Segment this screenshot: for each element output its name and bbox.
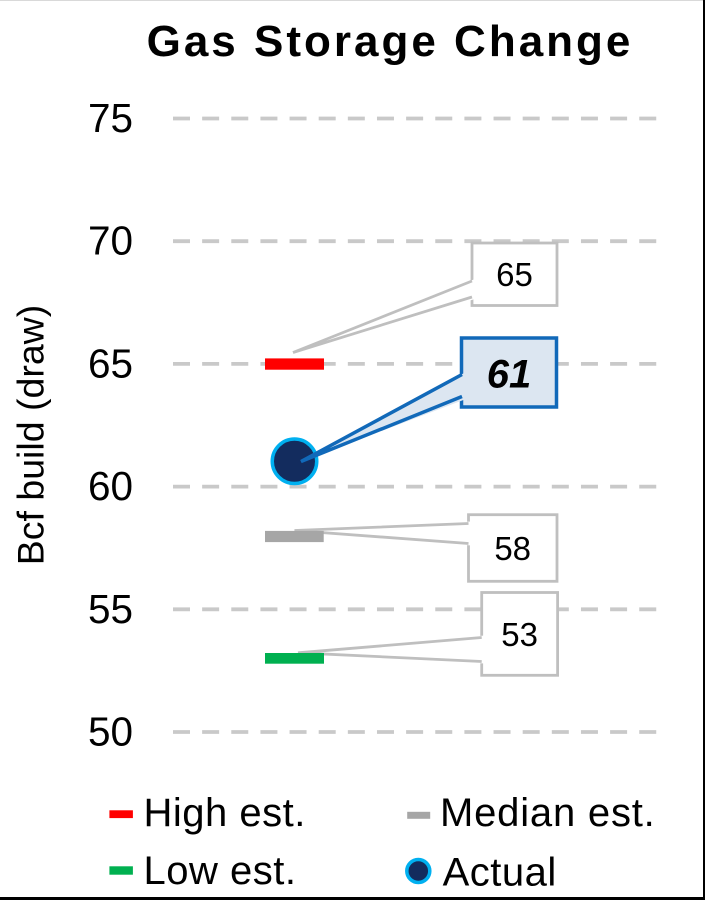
svg-text:53: 53 bbox=[501, 616, 538, 653]
svg-text:65: 65 bbox=[88, 340, 133, 386]
svg-text:Bcf build (draw): Bcf build (draw) bbox=[10, 305, 52, 566]
svg-text:High est.: High est. bbox=[144, 791, 306, 835]
svg-text:65: 65 bbox=[496, 256, 533, 293]
svg-text:61: 61 bbox=[487, 353, 532, 397]
svg-text:Gas Storage Change: Gas Storage Change bbox=[147, 17, 634, 66]
svg-text:60: 60 bbox=[88, 463, 133, 509]
svg-text:75: 75 bbox=[88, 95, 133, 141]
svg-text:Low est.: Low est. bbox=[144, 849, 297, 893]
svg-text:70: 70 bbox=[88, 218, 133, 264]
svg-text:58: 58 bbox=[494, 530, 531, 567]
svg-text:Median est.: Median est. bbox=[440, 791, 656, 835]
svg-text:50: 50 bbox=[88, 709, 133, 755]
svg-text:Actual: Actual bbox=[443, 850, 557, 894]
svg-text:55: 55 bbox=[88, 586, 133, 632]
